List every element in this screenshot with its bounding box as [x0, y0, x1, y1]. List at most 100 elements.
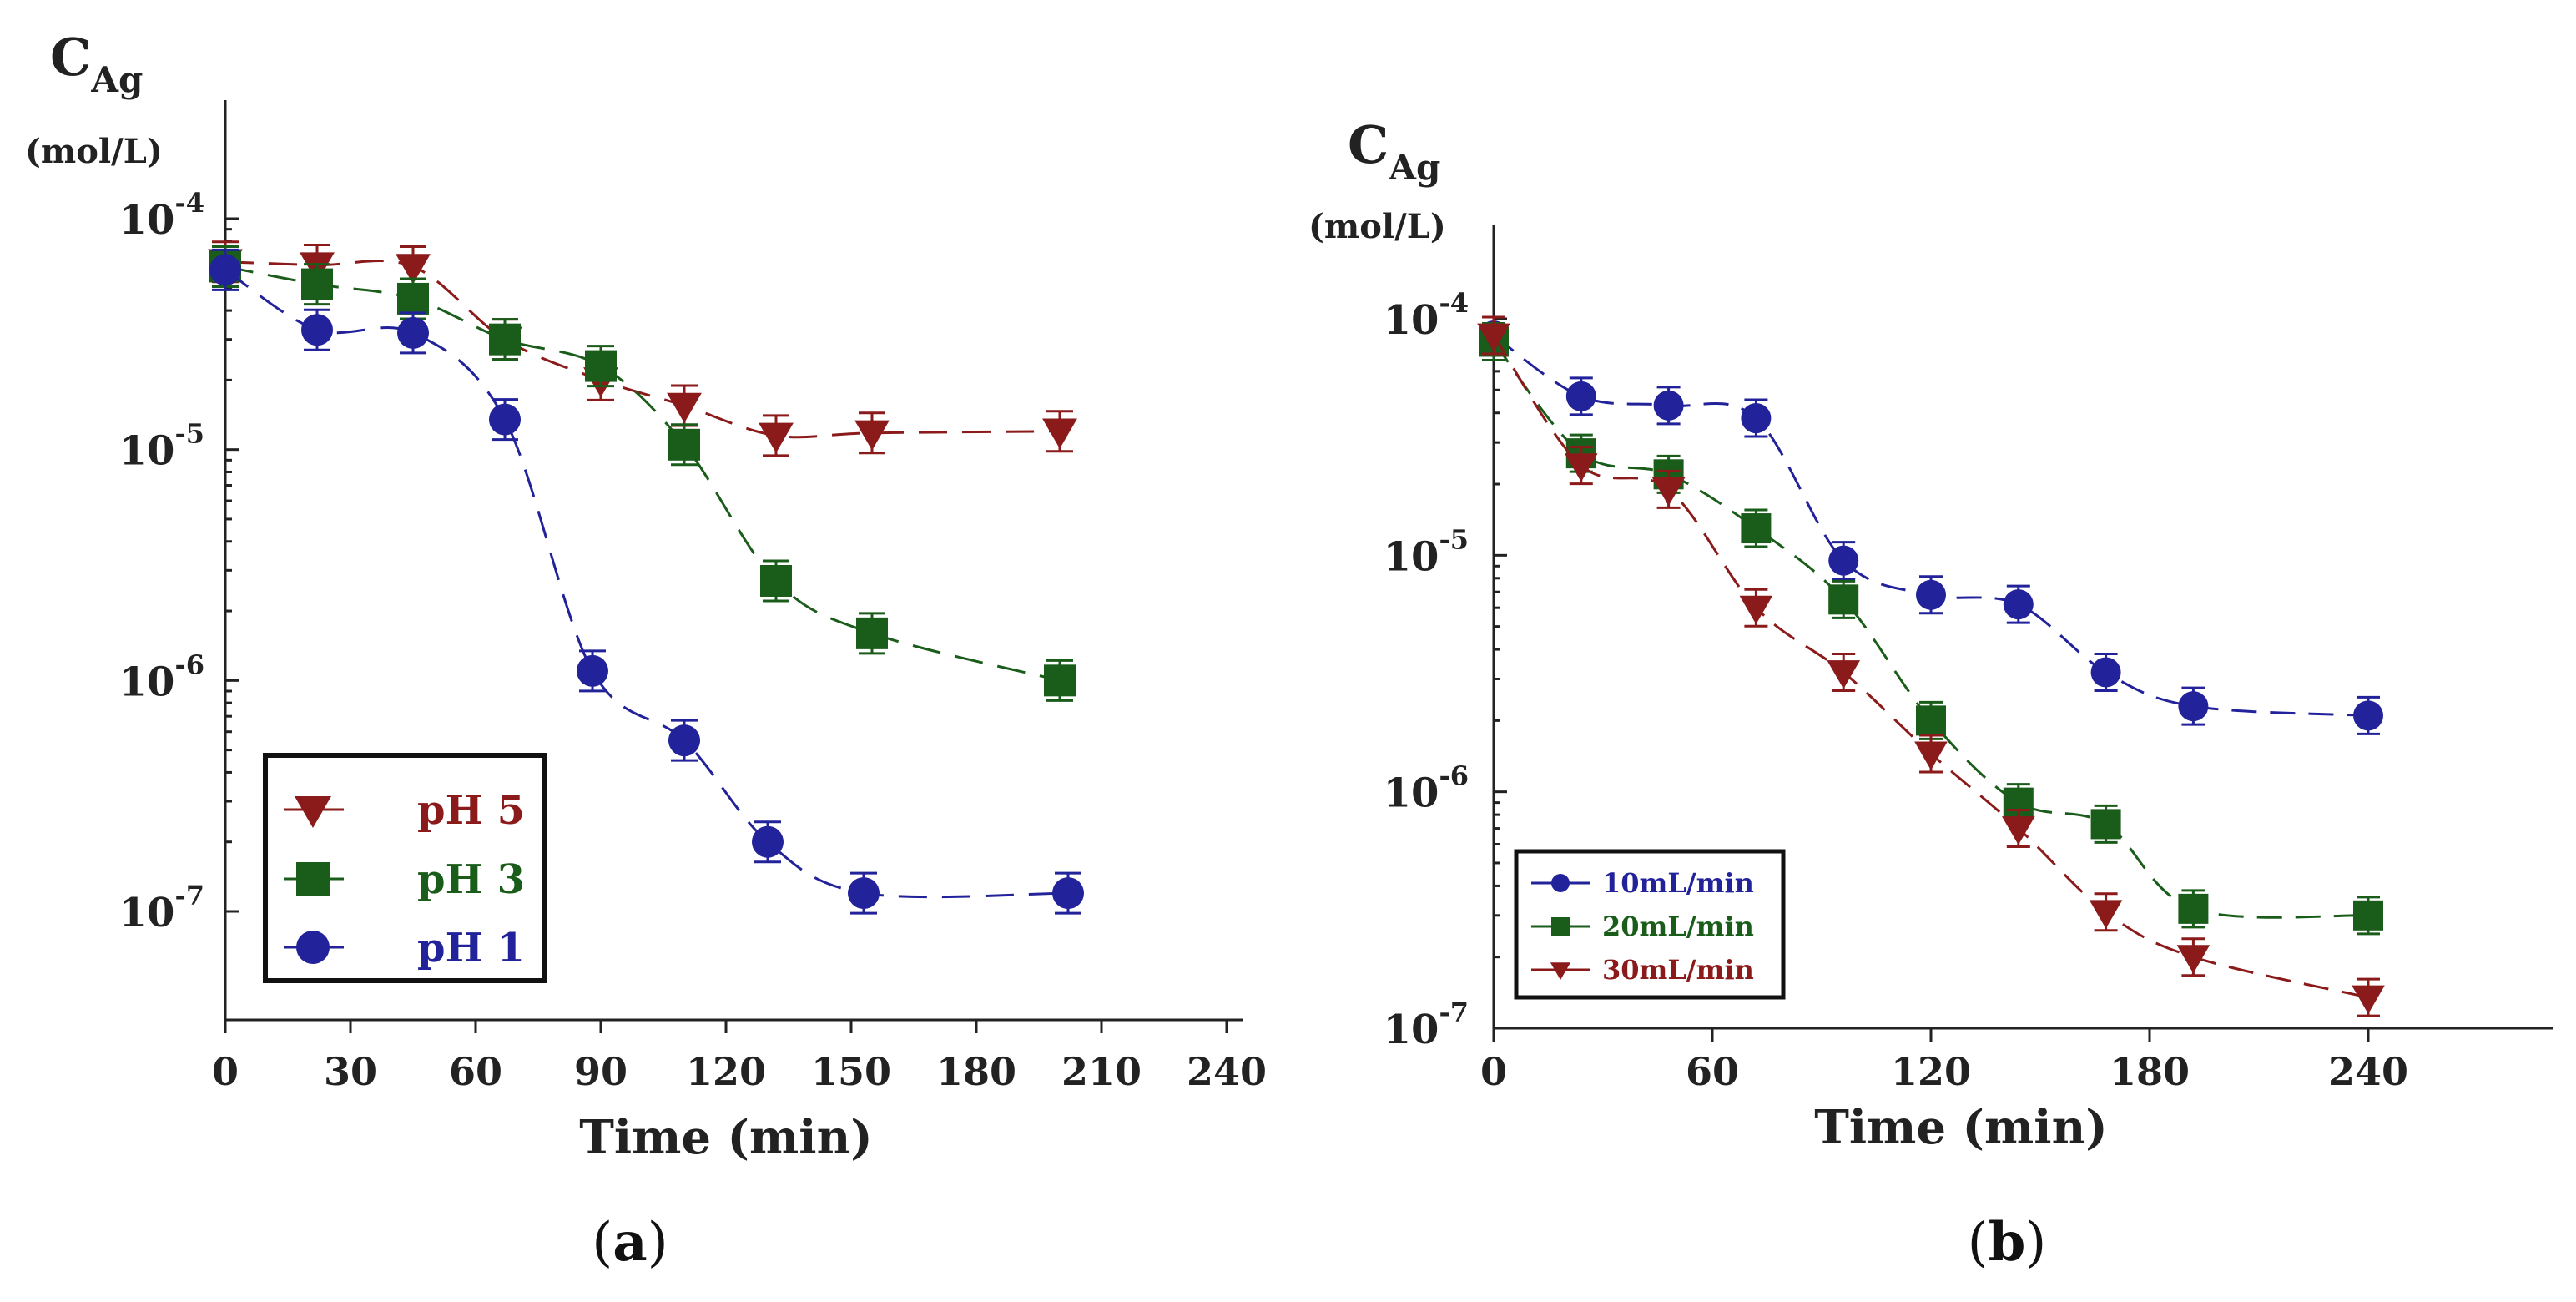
data-point [668, 428, 700, 461]
data-point [1916, 705, 1946, 736]
data-point [1914, 741, 1948, 770]
x-tick-label-a-3: 90 [574, 1049, 628, 1094]
data-point [2353, 900, 2383, 931]
y-tick-label-b-3: 10-7 [1384, 997, 1469, 1053]
series-line-a-1 [224, 265, 1061, 682]
ylabel-b: CAg [1348, 114, 1440, 188]
data-point [667, 392, 702, 423]
legend-marker [295, 796, 331, 828]
data-point [2178, 691, 2209, 722]
data-point [489, 403, 521, 436]
data-point [1828, 545, 1859, 576]
legend-a: pH 5 pH 3 pH 1 [263, 753, 547, 983]
x-tick-label-b-3: 180 [2110, 1049, 2190, 1094]
data-point [2090, 809, 2121, 840]
series-group-b [1477, 315, 2385, 1017]
data-point [1044, 664, 1076, 697]
data-point [585, 350, 617, 382]
series-line-b-0 [1493, 334, 2369, 717]
x-tick-label-a-2: 60 [449, 1049, 502, 1094]
xlabel-a: Time (min) [579, 1110, 873, 1165]
data-point [2090, 657, 2121, 688]
data-point [396, 254, 431, 285]
data-point [209, 254, 241, 286]
x-tick-label-a-7: 210 [1061, 1049, 1142, 1094]
data-point [2003, 589, 2034, 620]
legend-marker [296, 931, 330, 964]
data-point [1916, 579, 1946, 610]
chart-panel-b: CAg (mol/L) 10-4 10-5 10-6 10-7 0 60 120 180 24… [1308, 114, 2553, 1274]
data-point [1565, 453, 1598, 482]
data-point [668, 724, 700, 757]
data-point [577, 654, 608, 687]
x-tick-label-a-0: 0 [212, 1049, 239, 1094]
legend-label-b-1: 20mL/min [1602, 911, 1754, 942]
data-point [1042, 418, 1077, 449]
y-tick-label-a-1: 10-5 [119, 418, 204, 475]
yunit-b: (mol/L) [1308, 207, 1446, 246]
series-group-a [208, 240, 1084, 915]
data-point [760, 564, 792, 597]
data-point [1827, 660, 1860, 689]
data-point [1565, 381, 1596, 411]
x-tick-label-b-1: 60 [1686, 1049, 1739, 1094]
data-point [489, 323, 521, 356]
data-point [752, 825, 784, 858]
ylabel-sub-b: Ag [1388, 147, 1440, 188]
legend-marker [296, 862, 330, 896]
yunit-a: (mol/L) [25, 132, 163, 171]
legend-label-b-2: 30mL/min [1602, 954, 1754, 986]
ylabel-a: CAg [50, 27, 143, 100]
y-tick-label-b-2: 10-6 [1384, 760, 1469, 817]
legend-label-b-0: 10mL/min [1602, 867, 1754, 899]
data-point [2176, 945, 2211, 974]
y-tick-label-a-0: 10-4 [119, 187, 204, 244]
legend-label-a-0: pH 5 [417, 787, 525, 834]
data-point [2089, 900, 2123, 929]
xlabel-b: Time (min) [1814, 1100, 2108, 1155]
legend-marker [1551, 874, 1570, 892]
series-line-b-1 [1492, 341, 2369, 919]
series-line-a-2 [224, 269, 1069, 899]
y-tick-label-b-1: 10-5 [1384, 523, 1469, 580]
ylabel-sub-a: Ag [90, 59, 143, 100]
x-tick-label-b-4: 240 [2328, 1049, 2408, 1094]
data-point [397, 282, 429, 315]
x-tick-label-a-4: 120 [686, 1049, 766, 1094]
legend-b: 10mL/min 20mL/min 30mL/min [1514, 849, 1786, 1000]
x-tick-label-a-5: 150 [811, 1049, 891, 1094]
data-point [1653, 390, 1684, 421]
data-point [1739, 595, 1773, 624]
data-point [856, 617, 888, 649]
x-tick-label-a-6: 180 [936, 1049, 1016, 1094]
data-point [854, 420, 890, 451]
y-ticks-a: 10-4 10-5 10-6 10-7 [119, 187, 239, 936]
x-tick-label-b-2: 120 [1891, 1049, 1971, 1094]
data-point [2178, 893, 2209, 924]
panel-label-a: (a) [592, 1211, 668, 1274]
panel-label-b: (b) [1968, 1211, 2047, 1274]
data-point [2002, 816, 2035, 845]
chart-panel-a: CAg (mol/L) 10-4 10-5 10-6 10-7 0 30 60 90 120 1… [25, 27, 1267, 1274]
y-tick-label-a-2: 10-6 [119, 648, 204, 705]
x-ticks-a: 0 30 60 90 120 150 180 210 240 [212, 1020, 1267, 1094]
series-line-b-2 [1492, 335, 2369, 999]
data-point [1741, 513, 1772, 544]
data-point [1828, 584, 1859, 615]
data-point [301, 314, 333, 346]
data-point [397, 316, 429, 349]
data-point [1651, 477, 1686, 507]
data-point [1052, 877, 1084, 910]
data-point [2353, 700, 2383, 731]
series-line-a-0 [224, 260, 1061, 439]
y-tick-label-b-0: 10-4 [1384, 287, 1469, 344]
x-tick-label-a-1: 30 [324, 1049, 377, 1094]
y-ticks-b: 10-4 10-5 10-6 10-7 [1384, 287, 1507, 1053]
y-tick-label-a-3: 10-7 [119, 880, 204, 936]
x-ticks-b: 0 60 120 180 240 [1480, 1028, 2408, 1094]
legend-label-a-1: pH 3 [417, 856, 525, 903]
x-tick-label-b-0: 0 [1480, 1049, 1507, 1094]
data-point [848, 877, 880, 910]
data-point [1741, 403, 1772, 434]
